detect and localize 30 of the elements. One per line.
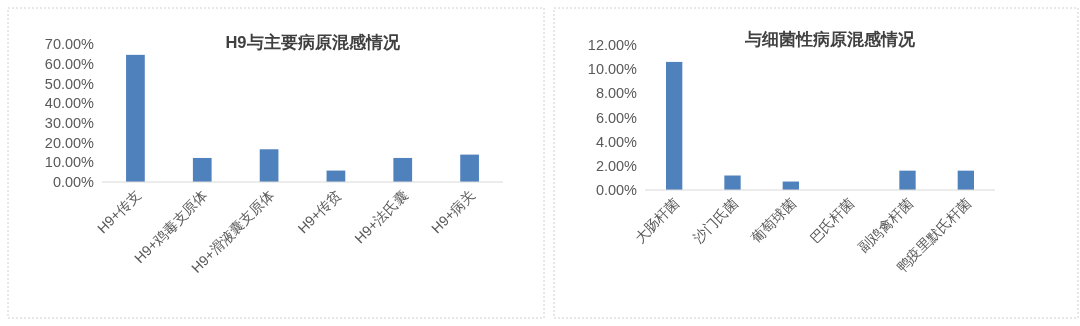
bar	[957, 170, 974, 190]
x-tick-label: 葡萄球菌	[748, 194, 799, 246]
y-tick-label: 8.00%	[595, 85, 638, 102]
x-tick-label: H9+传贫	[294, 186, 345, 237]
y-tick-label: 70.00%	[44, 36, 95, 53]
y-tick-label: 2.00%	[595, 157, 638, 174]
y-tick-label: 50.00%	[44, 75, 95, 92]
bar	[899, 170, 916, 190]
y-tick-label: 4.00%	[595, 133, 638, 150]
y-tick-label: 0.00%	[52, 174, 95, 191]
x-tick-label: H9+传支	[93, 186, 144, 237]
y-tick-label: 10.00%	[44, 154, 95, 171]
bar	[259, 149, 279, 182]
x-tick-label: 沙门氏菌	[689, 194, 741, 246]
bar	[192, 157, 212, 182]
bar	[460, 154, 479, 182]
bar	[393, 157, 413, 182]
y-tick-label: 12.00%	[587, 37, 638, 54]
y-tick-label: 30.00%	[44, 114, 95, 131]
bar	[724, 175, 741, 190]
bar	[126, 54, 145, 182]
bar	[666, 61, 683, 190]
y-tick-label: 20.00%	[44, 134, 95, 151]
chart-title: 与细菌性病原混感情况	[744, 30, 916, 48]
y-tick-label: 40.00%	[44, 95, 95, 112]
chart-title: H9与主要病原混感情况	[225, 33, 401, 51]
y-tick-label: 10.00%	[587, 61, 638, 78]
y-tick-label: 60.00%	[44, 55, 95, 72]
y-tick-label: 6.00%	[595, 109, 638, 126]
x-tick-label: 巴氏杆菌	[806, 194, 858, 246]
